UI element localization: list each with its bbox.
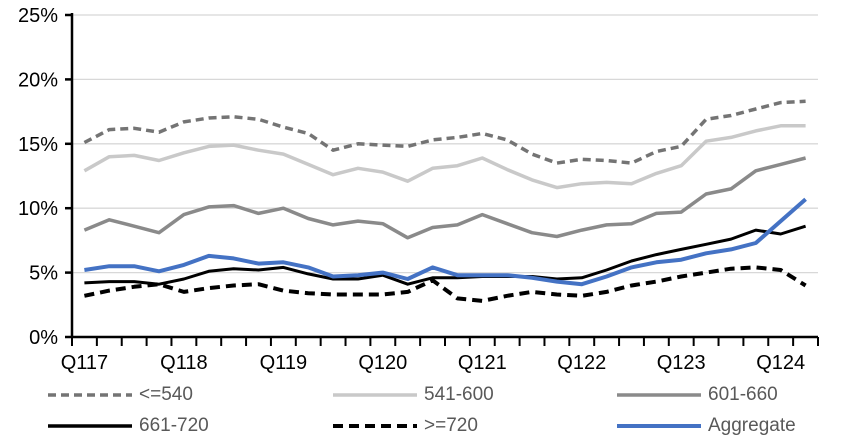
x-tick-label-Q117: Q117 — [61, 352, 108, 374]
y-tick-label-5%: 5% — [29, 263, 58, 285]
x-tick-label-Q122: Q122 — [557, 352, 606, 374]
legend-label-541-600: 541-600 — [424, 383, 494, 405]
legend-label-gte720: >=720 — [424, 414, 478, 436]
y-tick-label-0%: 0% — [29, 327, 58, 349]
legend-label-661-720: 661-720 — [139, 414, 209, 436]
series-line-601660 — [83, 156, 807, 240]
x-tick-label-Q123: Q123 — [657, 352, 706, 374]
x-tick-label-Q124: Q124 — [756, 352, 805, 374]
x-tick-label-Q121: Q121 — [458, 352, 507, 374]
y-tick-label-10%: 10% — [18, 198, 58, 220]
line-chart-plot-area: 0% 5% 10% 15% 20% 25% Q117 Q118 Q119 Q120 Q121 Q122… — [18, 5, 819, 374]
series-line-661720 — [84, 224, 807, 286]
legend-line-sample-aggregate — [617, 421, 701, 431]
legend-row-2: 661-720 >=720 Aggregate — [0, 410, 852, 441]
y-tick-label-20%: 20% — [18, 69, 58, 91]
legend-row-1: <=540 541-600 601-660 — [0, 379, 852, 410]
legend-item-gte720: >=720 — [333, 415, 617, 437]
legend-line-sample-gte720 — [333, 421, 417, 431]
x-tick-label-Q120: Q120 — [358, 352, 407, 374]
series-line-541600 — [83, 124, 806, 190]
legend-item-541-600: 541-600 — [333, 384, 617, 406]
series-line-720 — [83, 265, 807, 303]
legend-line-sample-601-660 — [617, 390, 701, 400]
y-tick-label-15%: 15% — [18, 134, 58, 156]
y-tick-label-25%: 25% — [18, 5, 58, 27]
legend-item-601-660: 601-660 — [617, 384, 778, 406]
legend-item-lte540: <=540 — [48, 384, 333, 406]
legend-item-aggregate: Aggregate — [617, 415, 796, 437]
series-line-Aggregate — [84, 197, 807, 287]
x-tick-label-Q118: Q118 — [160, 352, 207, 374]
legend-line-sample-661-720 — [48, 421, 132, 431]
legend-label-601-660: 601-660 — [708, 383, 778, 405]
legend-label-aggregate: Aggregate — [708, 414, 796, 436]
x-tick-label-Q119: Q119 — [260, 352, 307, 374]
chart-legend: <=540 541-600 601-660 661-720 >=720 — [0, 379, 852, 441]
legend-line-sample-lte540 — [48, 390, 132, 400]
series-line-540 — [83, 99, 806, 165]
legend-item-661-720: 661-720 — [48, 415, 333, 437]
legend-label-lte540: <=540 — [139, 383, 193, 405]
legend-line-sample-541-600 — [333, 390, 417, 400]
